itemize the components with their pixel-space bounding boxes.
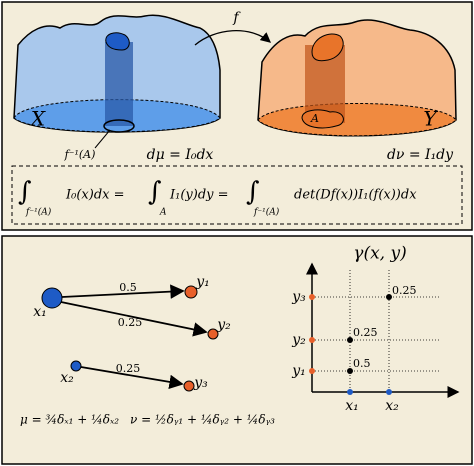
edge — [80, 366, 184, 390]
node-label: x₁ — [33, 304, 47, 320]
integral-domain: f⁻¹(A) — [253, 207, 280, 218]
edge — [60, 301, 208, 337]
target-blob — [257, 19, 457, 137]
source-measure-formula: μ = ¾δₓ₁ + ¼δₓ₂ — [20, 413, 119, 427]
integral: ∫ — [148, 177, 162, 207]
node-label: y₁ — [195, 274, 210, 290]
equation-term: I₁(y)dy = — [169, 188, 229, 203]
plan-weight: 0.5 — [353, 357, 371, 370]
preimage-pointer — [94, 129, 111, 149]
x-label: x₁ — [345, 398, 359, 414]
source-label: X — [29, 107, 46, 131]
integral: ∫ — [246, 177, 260, 207]
node — [184, 285, 198, 299]
node — [41, 287, 63, 309]
axis-point — [347, 389, 353, 395]
preimage-label: f⁻¹(A) — [64, 148, 96, 161]
target-label: Y — [423, 107, 438, 131]
equation-term: det(Df(x))I₁(f(x))dx — [294, 188, 417, 203]
plan-point — [386, 294, 392, 300]
map-arrow — [194, 30, 271, 46]
x-label: x₂ — [385, 398, 399, 414]
source-blob — [13, 14, 221, 133]
transport-plan: γ(x, y) y₃ y₂ y₁ x₁ x₂ 0.25 0.25 0.5 — [291, 244, 460, 414]
node — [183, 380, 195, 392]
axis-point — [309, 294, 315, 300]
axis-point — [309, 337, 315, 343]
map-label: f — [232, 10, 241, 26]
axis-point — [386, 389, 392, 395]
equation-term: I₀(x)dx = — [65, 188, 125, 203]
edge-weight: 0.25 — [118, 316, 143, 329]
edge-weight: 0.25 — [116, 362, 141, 375]
set-label: A — [310, 112, 319, 125]
plan-weight: 0.25 — [392, 284, 417, 297]
y-label: y₃ — [291, 289, 306, 305]
integral-domain: A — [159, 208, 167, 218]
y-label: y₁ — [291, 363, 306, 379]
plan-weight: 0.25 — [353, 326, 378, 339]
transport-graph: x₁ x₂ y₁ y₂ y₃ 0.5 0.25 0.25 — [33, 274, 231, 392]
node — [207, 328, 219, 340]
edge — [61, 284, 185, 299]
plan-point — [347, 368, 353, 374]
source-measure: dμ = I₀dx — [147, 147, 214, 163]
node-label: x₂ — [60, 370, 74, 386]
grid — [312, 270, 440, 392]
edge-weight: 0.5 — [119, 281, 137, 294]
target-measure-formula: ν = ½δᵧ₁ + ¼δᵧ₂ + ¼δᵧ₃ — [130, 413, 275, 427]
equation-box — [11, 165, 463, 225]
node-label: y₂ — [216, 317, 231, 333]
equation: ∫ f⁻¹(A) I₀(x)dx = ∫ A I₁(y)dy = ∫ f⁻¹(A… — [18, 177, 417, 218]
target-measure: dν = I₁dy — [387, 147, 454, 163]
plan-title: γ(x, y) — [353, 244, 406, 264]
integral-domain: f⁻¹(A) — [25, 207, 52, 218]
bottom-panel — [1, 235, 473, 465]
y-label: y₂ — [291, 332, 306, 348]
node-label: y₃ — [193, 375, 208, 391]
axis-point — [309, 368, 315, 374]
plan-point — [347, 337, 353, 343]
node — [70, 360, 82, 372]
integral: ∫ — [18, 177, 32, 207]
